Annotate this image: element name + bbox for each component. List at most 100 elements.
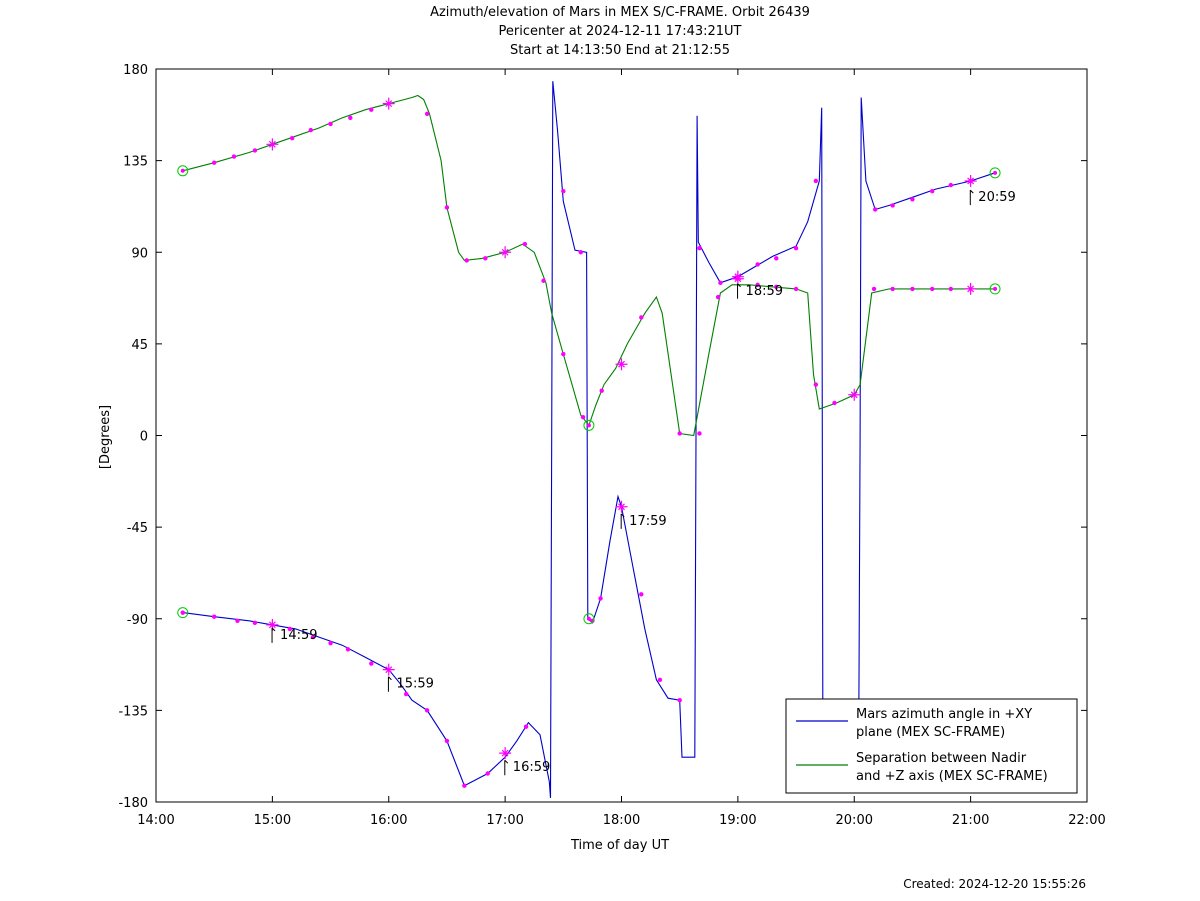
x-tick-label: 14:00 [137,813,174,828]
hour-cross-marker [615,500,628,513]
annotation-pointer [504,759,509,776]
data-point-marker [948,182,954,188]
data-point-marker [580,414,586,420]
data-point-marker [677,431,682,436]
annotation-time-label: 20:59 [978,190,1015,205]
hour-cross-marker [615,358,628,371]
chart-subtitle-times: Start at 14:13:50 End at 21:12:55 [509,43,731,58]
hour-cross-marker [731,270,744,283]
data-point-marker [328,640,333,646]
data-point-marker [522,241,528,247]
data-point-marker [464,258,469,263]
data-point-marker [677,697,682,703]
y-tick-label: -45 [127,521,148,536]
legend-box [785,698,1078,794]
data-point-marker [793,286,799,292]
data-point-marker [657,677,663,683]
annotation-pointer [969,189,974,206]
start-end-dot-marker [180,610,185,615]
hour-cross-marker [266,618,279,631]
data-point-marker [289,136,295,141]
data-point-marker [755,262,760,267]
hour-cross-marker [499,747,512,760]
hour-cross-marker [266,138,279,151]
data-point-marker [813,382,819,387]
annotation-pointer [387,676,392,692]
start-end-dot-marker [586,616,591,621]
data-point-marker [599,388,604,393]
data-point-marker [774,256,779,261]
data-point-marker [910,197,915,202]
data-point-marker [639,315,644,320]
data-point-marker [444,738,450,744]
data-point-marker [444,205,450,210]
plot-frame [155,68,1088,803]
start-end-circle-marker [989,167,1001,179]
data-point-marker [252,148,258,153]
data-point-marker [832,400,837,406]
data-point-marker [483,256,488,261]
annotation-layer: 14:59 15:59 16:59 17:59 18:59 20:59 [271,189,1016,776]
start-end-dot-marker [586,423,591,428]
data-point-marker [424,708,430,713]
data-point-marker [578,250,583,255]
annotation-pointer [271,627,276,643]
chart-subtitle-pericenter: Pericenter at 2024-12-11 17:43:21UT [498,24,742,39]
y-tick-label: -180 [118,796,148,811]
y-tick-label: 45 [131,338,148,353]
data-point-marker [404,691,409,697]
data-point-marker [523,724,529,729]
x-tick-label: 17:00 [486,813,523,828]
annotation-pointer [737,283,741,299]
data-point-marker [890,203,895,208]
y-tick-label: 180 [123,63,148,78]
x-tick-label: 18:00 [603,813,640,828]
data-point-marker [424,111,430,116]
series-line-separation [182,94,996,437]
x-axis-label: Time of day UT [570,838,669,853]
data-point-marker [369,661,374,666]
data-point-marker [774,284,779,290]
data-point-marker [541,278,546,283]
y-axis-label: [Degrees] [98,405,113,469]
legend-label-line1: Mars azimuth angle in +XY [856,707,1032,722]
start-end-dot-marker [993,170,998,175]
hour-cross-marker [382,663,395,676]
data-point-marker [310,634,316,640]
data-point-marker [485,771,490,776]
annotation-time-label: 18:59 [746,284,783,299]
data-point-marker [561,188,566,194]
y-tick-label: -90 [127,613,148,628]
y-tick-label: 0 [140,430,148,445]
start-end-circle-marker [583,613,595,625]
data-point-marker [561,351,566,357]
data-point-marker [345,647,351,652]
legend-label-line2: plane (MEX SC-FRAME) [856,725,1005,740]
start-end-circle-marker [989,283,1001,295]
y-tick-label: 135 [123,155,148,170]
start-end-circle-marker [583,419,595,431]
data-point-marker [598,596,603,601]
data-point-marker [813,178,819,184]
data-point-marker [910,286,915,292]
start-end-dot-marker [180,168,185,173]
x-tick-label: 16:00 [370,813,407,828]
hour-cross-marker [964,174,977,187]
data-point-marker [235,618,240,623]
annotation-time-label: 16:59 [513,760,550,775]
data-point-marker [948,286,954,292]
marker-layer [177,97,1001,788]
data-point-marker [930,188,935,194]
data-point-marker [871,286,877,292]
data-point-marker [872,207,878,212]
data-point-marker [890,286,895,292]
hour-cross-marker [848,388,861,401]
data-point-marker [715,294,721,300]
data-point-marker [308,127,313,133]
annotation-pointer [620,513,625,529]
data-point-marker [369,107,374,112]
series-line-azimuth [182,81,996,798]
y-tick-label: 90 [131,246,148,261]
data-point-marker [639,592,644,597]
